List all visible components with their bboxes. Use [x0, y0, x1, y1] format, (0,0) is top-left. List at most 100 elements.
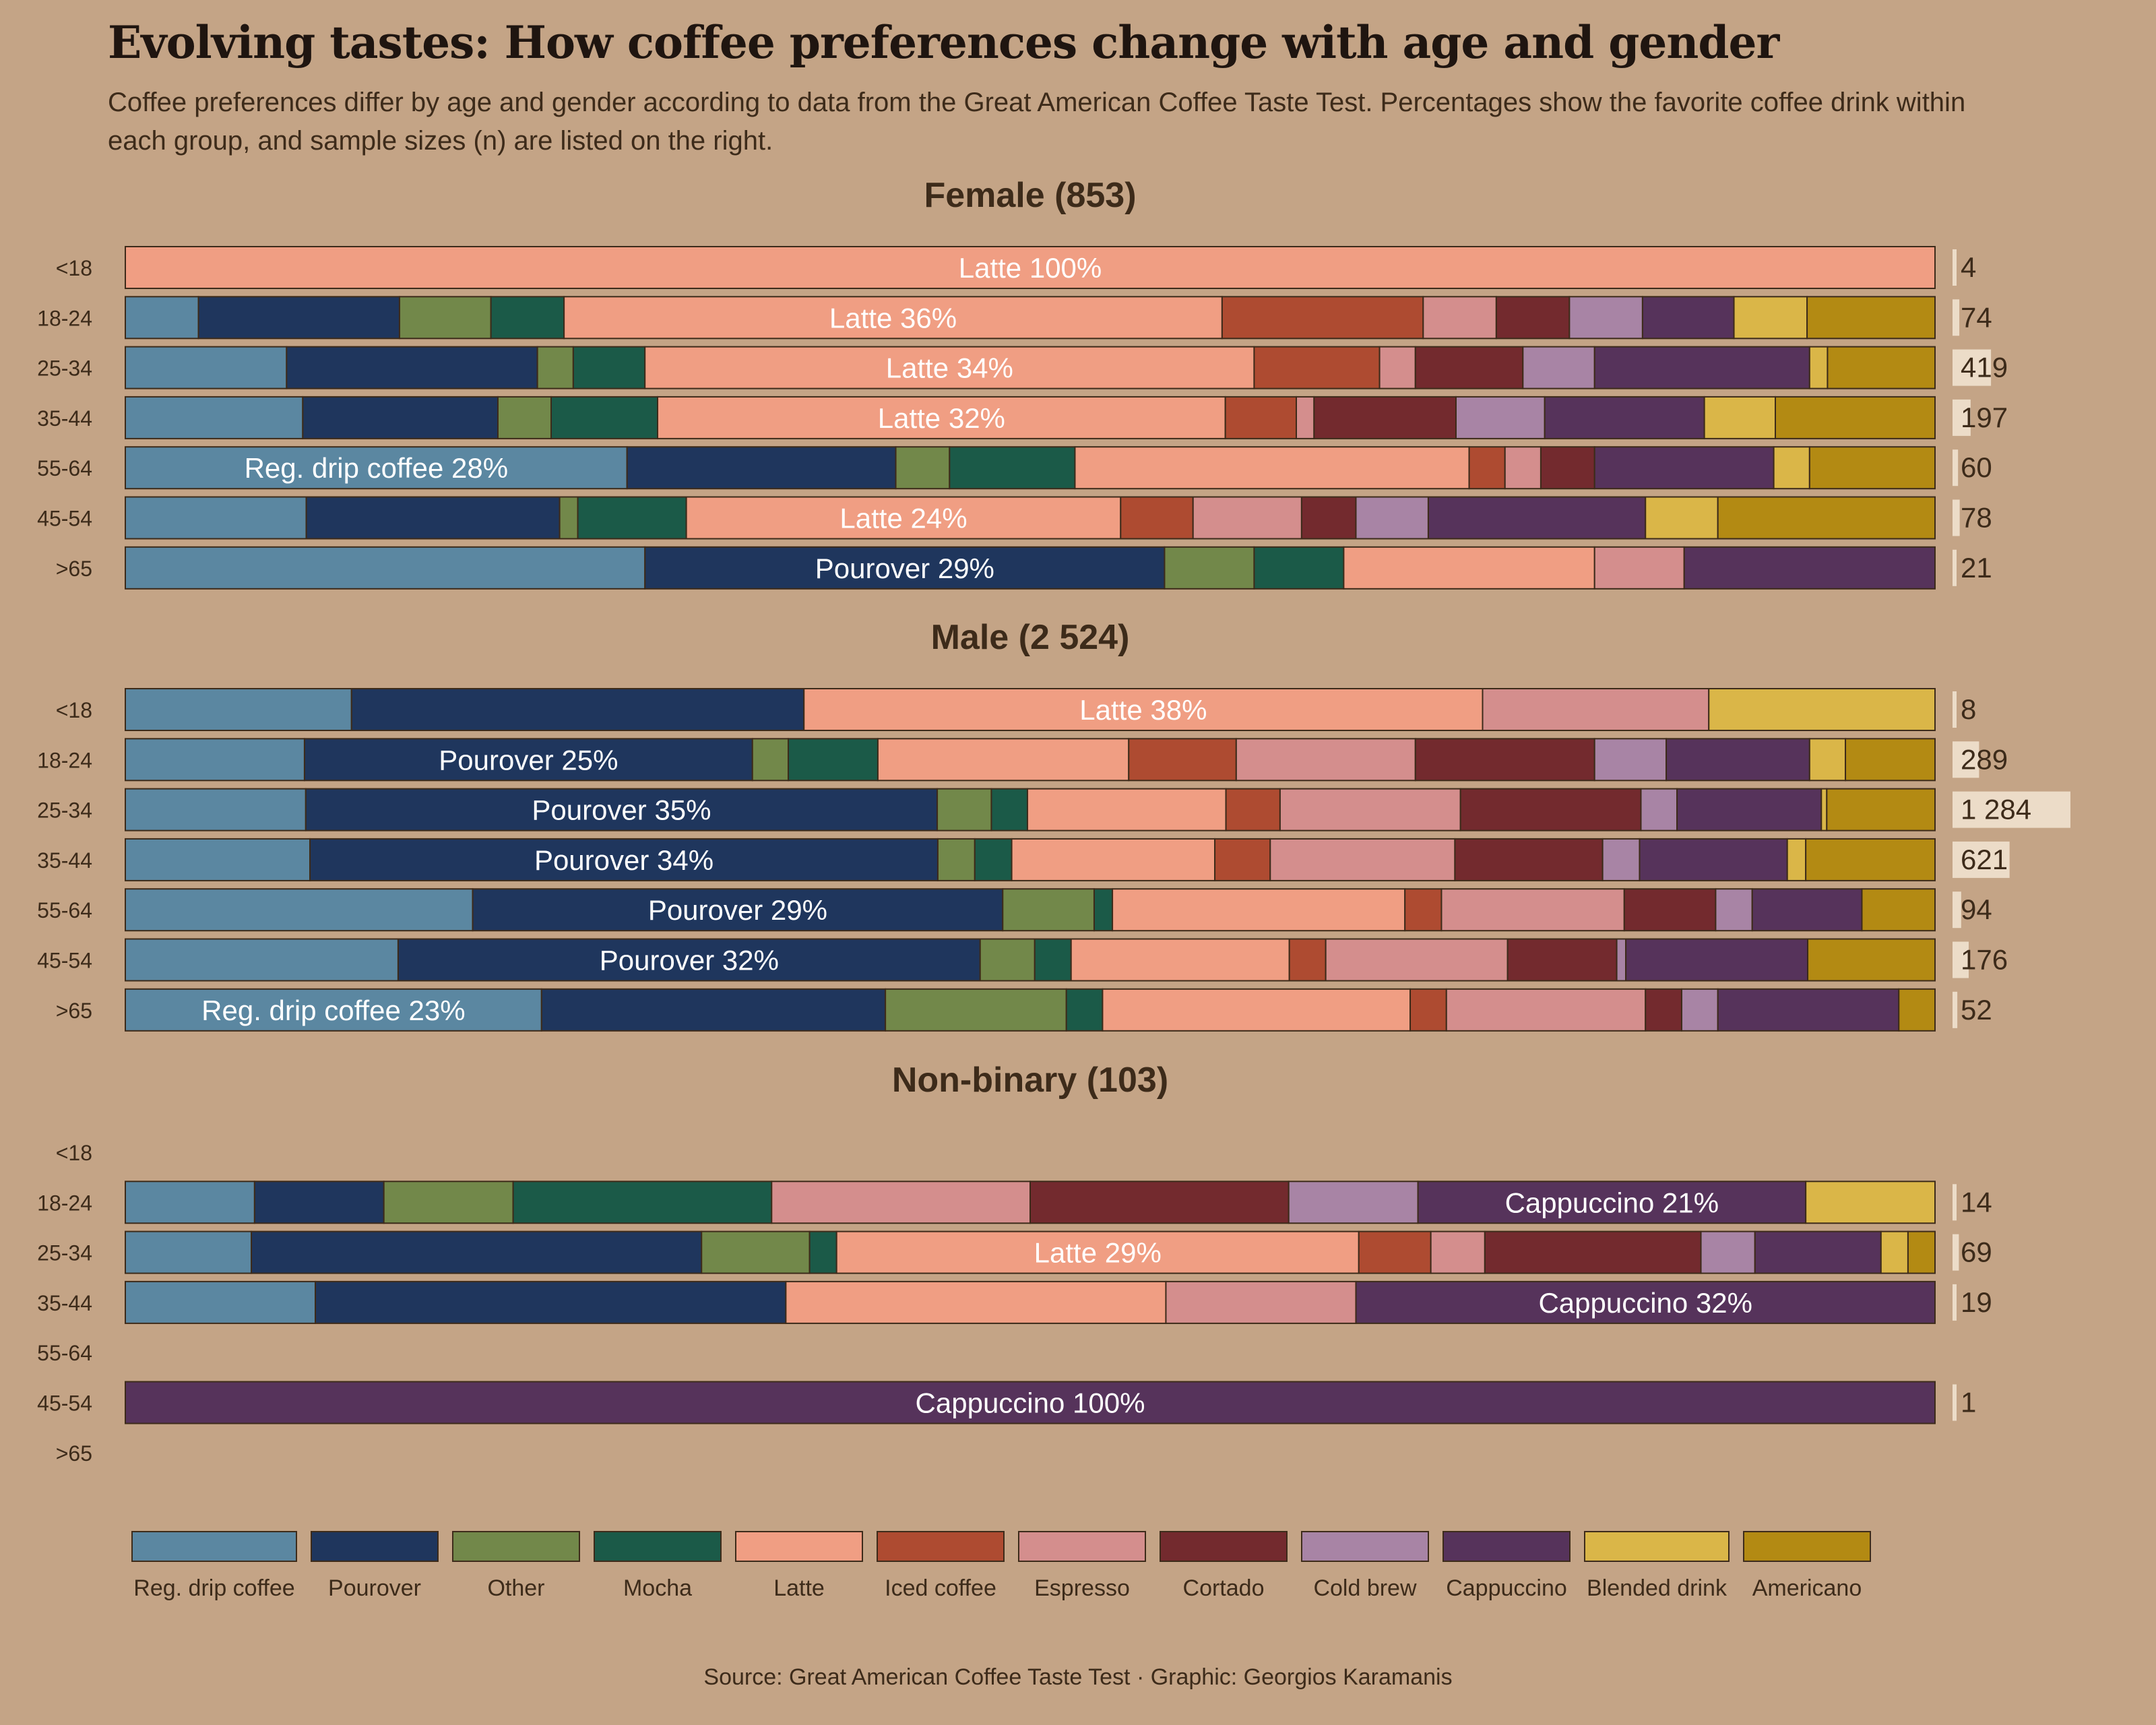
bar-segment-cortado[interactable] — [1495, 296, 1571, 340]
bar-segment-americano[interactable] — [1827, 346, 1936, 389]
bar-segment-espresso[interactable] — [1445, 988, 1647, 1032]
bar-segment-other[interactable] — [559, 496, 579, 540]
bar-segment-cappuccino[interactable] — [1355, 1280, 1936, 1324]
bar-segment-mocha[interactable] — [550, 396, 658, 439]
bar-segment-mocha[interactable] — [787, 738, 879, 782]
bar-segment-espresso[interactable] — [1279, 788, 1461, 832]
bar-segment-blended-drink[interactable] — [1708, 688, 1936, 731]
bar-segment-cortado[interactable] — [1313, 396, 1457, 439]
bar-segment-latte[interactable] — [835, 1230, 1360, 1274]
bar-segment-other[interactable] — [383, 1181, 514, 1224]
bar-segment-espresso[interactable] — [1440, 888, 1625, 932]
bar-segment-reg-drip-coffee[interactable] — [125, 346, 288, 389]
bar-segment-cold-brew[interactable] — [1700, 1230, 1756, 1274]
bar-segment-americano[interactable] — [1861, 888, 1936, 932]
bar-segment-cappuccino[interactable] — [1593, 446, 1775, 490]
bar-segment-blended-drink[interactable] — [1820, 788, 1828, 832]
bar-segment-pourover[interactable] — [303, 738, 753, 782]
bar-segment-mocha[interactable] — [949, 446, 1076, 490]
bar-segment-mocha[interactable] — [572, 346, 646, 389]
bar-segment-espresso[interactable] — [1325, 938, 1509, 982]
bar-segment-iced-coffee[interactable] — [1120, 496, 1194, 540]
bar-segment-pourover[interactable] — [315, 1280, 787, 1324]
bar-segment-pourover[interactable] — [350, 688, 805, 731]
bar-segment-other[interactable] — [536, 346, 574, 389]
bar-segment-latte[interactable] — [1074, 446, 1470, 490]
bar-segment-espresso[interactable] — [1430, 1230, 1486, 1274]
bar-segment-iced-coffee[interactable] — [1214, 838, 1271, 881]
bar-segment-cold-brew[interactable] — [1640, 788, 1678, 832]
bar-segment-cappuccino[interactable] — [1666, 738, 1810, 782]
bar-segment-iced-coffee[interactable] — [1253, 346, 1381, 389]
bar-segment-cappuccino[interactable] — [125, 1381, 1936, 1424]
bar-segment-cold-brew[interactable] — [1680, 988, 1719, 1032]
bar-segment-pourover[interactable] — [197, 296, 400, 340]
bar-segment-mocha[interactable] — [974, 838, 1013, 881]
bar-segment-mocha[interactable] — [1093, 888, 1114, 932]
bar-segment-blended-drink[interactable] — [1880, 1230, 1909, 1274]
bar-segment-latte[interactable] — [1102, 988, 1412, 1032]
bar-segment-mocha[interactable] — [577, 496, 687, 540]
bar-segment-espresso[interactable] — [1378, 346, 1416, 389]
bar-segment-latte[interactable] — [1112, 888, 1406, 932]
bar-segment-other[interactable] — [979, 938, 1036, 982]
bar-segment-pourover[interactable] — [251, 1230, 703, 1274]
bar-segment-cappuccino[interactable] — [1417, 1181, 1807, 1224]
bar-segment-americano[interactable] — [1898, 988, 1936, 1032]
bar-segment-blended-drink[interactable] — [1786, 838, 1807, 881]
bar-segment-cortado[interactable] — [1623, 888, 1717, 932]
bar-segment-blended-drink[interactable] — [1773, 446, 1810, 490]
bar-segment-latte[interactable] — [563, 296, 1223, 340]
bar-segment-pourover[interactable] — [305, 788, 939, 832]
bar-segment-pourover[interactable] — [397, 938, 981, 982]
bar-segment-mocha[interactable] — [490, 296, 565, 340]
bar-segment-latte[interactable] — [1343, 546, 1595, 590]
bar-segment-cold-brew[interactable] — [1455, 396, 1546, 439]
bar-segment-americano[interactable] — [1806, 296, 1936, 340]
bar-segment-cappuccino[interactable] — [1641, 296, 1735, 340]
bar-segment-reg-drip-coffee[interactable] — [125, 1280, 317, 1324]
bar-segment-cappuccino[interactable] — [1593, 346, 1810, 389]
bar-segment-pourover[interactable] — [253, 1181, 385, 1224]
bar-segment-espresso[interactable] — [1504, 446, 1542, 490]
bar-segment-reg-drip-coffee[interactable] — [125, 1181, 255, 1224]
bar-segment-other[interactable] — [1002, 888, 1095, 932]
bar-segment-iced-coffee[interactable] — [1468, 446, 1506, 490]
bar-segment-other[interactable] — [895, 446, 951, 490]
bar-segment-reg-drip-coffee[interactable] — [125, 738, 305, 782]
bar-segment-reg-drip-coffee[interactable] — [125, 988, 542, 1032]
bar-segment-latte[interactable] — [685, 496, 1122, 540]
bar-segment-espresso[interactable] — [1192, 496, 1302, 540]
bar-segment-iced-coffee[interactable] — [1288, 938, 1327, 982]
bar-segment-blended-drink[interactable] — [1805, 1181, 1936, 1224]
bar-segment-americano[interactable] — [1826, 788, 1936, 832]
bar-segment-other[interactable] — [937, 788, 992, 832]
bar-segment-iced-coffee[interactable] — [1358, 1230, 1432, 1274]
bar-segment-latte[interactable] — [1011, 838, 1216, 881]
bar-segment-pourover[interactable] — [286, 346, 538, 389]
bar-segment-americano[interactable] — [1807, 938, 1936, 982]
bar-segment-americano[interactable] — [1805, 838, 1936, 881]
bar-segment-cortado[interactable] — [1484, 1230, 1702, 1274]
bar-segment-iced-coffee[interactable] — [1224, 396, 1297, 439]
bar-segment-reg-drip-coffee[interactable] — [125, 888, 474, 932]
bar-segment-americano[interactable] — [1717, 496, 1936, 540]
bar-segment-cortado[interactable] — [1454, 838, 1604, 881]
bar-segment-iced-coffee[interactable] — [1404, 888, 1442, 932]
bar-segment-latte[interactable] — [785, 1280, 1167, 1324]
bar-segment-latte[interactable] — [877, 738, 1130, 782]
bar-segment-reg-drip-coffee[interactable] — [125, 546, 646, 590]
bar-segment-blended-drink[interactable] — [1808, 738, 1847, 782]
bar-segment-americano[interactable] — [1845, 738, 1936, 782]
bar-segment-other[interactable] — [497, 396, 552, 439]
bar-segment-cold-brew[interactable] — [1715, 888, 1753, 932]
bar-segment-iced-coffee[interactable] — [1221, 296, 1424, 340]
bar-segment-cortado[interactable] — [1029, 1181, 1290, 1224]
bar-segment-pourover[interactable] — [644, 546, 1166, 590]
bar-segment-cappuccino[interactable] — [1427, 496, 1647, 540]
bar-segment-mocha[interactable] — [1065, 988, 1104, 1032]
bar-segment-cortado[interactable] — [1645, 988, 1682, 1032]
bar-segment-mocha[interactable] — [990, 788, 1028, 832]
bar-segment-latte[interactable] — [1026, 788, 1227, 832]
bar-segment-espresso[interactable] — [1296, 396, 1315, 439]
